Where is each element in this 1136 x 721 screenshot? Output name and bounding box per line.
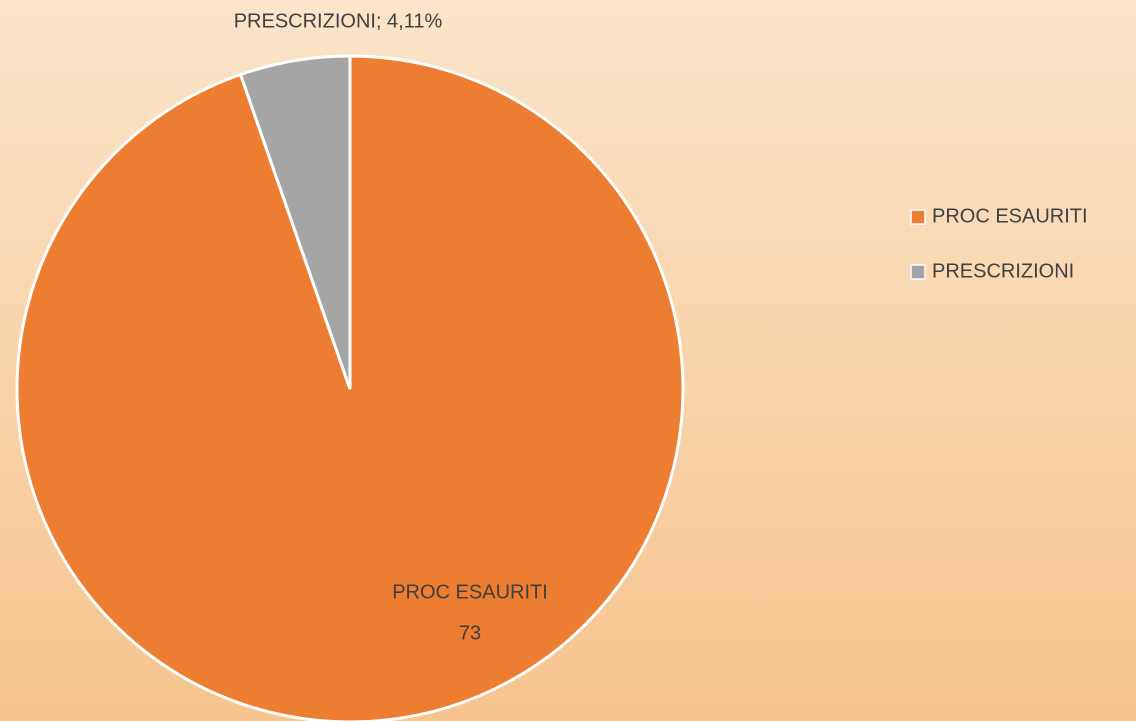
legend: PROC ESAURITI PRESCRIZIONI <box>910 205 1088 282</box>
pie-slice <box>15 54 685 721</box>
legend-label: PRESCRIZIONI <box>932 260 1074 282</box>
pie <box>15 54 685 721</box>
labels: PROC ESAURITI 73 PRESCRIZIONI; 4,11% <box>234 10 548 644</box>
pie-slice <box>238 54 352 390</box>
legend-swatch <box>910 264 926 280</box>
legend-swatch <box>910 209 926 225</box>
data-label-category: PROC ESAURITI <box>392 581 548 603</box>
data-label: PRESCRIZIONI; 4,11% <box>234 10 443 32</box>
legend-label: PROC ESAURITI <box>932 205 1088 227</box>
data-label: 73 <box>459 622 481 644</box>
